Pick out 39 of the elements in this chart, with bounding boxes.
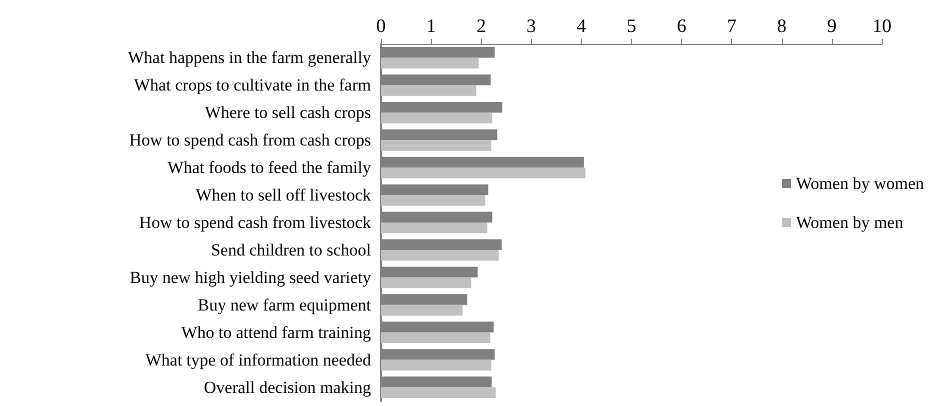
bar [381, 140, 492, 151]
y-tick-label: Send children to school [210, 240, 372, 260]
y-tick-label: When to sell off livestock [196, 186, 372, 205]
x-tick-label: 5 [626, 16, 636, 37]
bar [381, 222, 488, 234]
bar [381, 304, 463, 316]
bar [381, 195, 486, 206]
y-tick-label: How to spend cash from cash crops [129, 130, 371, 150]
legend-label: Women by women [796, 174, 924, 193]
bar [381, 332, 490, 344]
bar [381, 112, 492, 124]
y-tick-label: What type of information needed [145, 350, 372, 370]
bar [381, 387, 496, 398]
x-tick-label: 9 [827, 16, 837, 37]
y-tick-label: Where to sell cash crops [204, 103, 371, 122]
bar [381, 360, 492, 371]
y-tick-label: How to spend cash from livestock [139, 213, 372, 232]
x-tick-label: 7 [726, 16, 736, 37]
bar [381, 85, 476, 96]
y-tick-label: Who to attend farm training [181, 322, 372, 342]
x-tick-label: 0 [376, 16, 386, 37]
bar [381, 58, 479, 68]
legend-label: Women by men [796, 213, 904, 232]
x-tick-label: 1 [426, 16, 436, 37]
y-tick-label: Buy new high yielding seed variety [130, 268, 372, 287]
x-tick-label: 6 [676, 16, 686, 37]
y-tick-label: What crops to cultivate in the farm [134, 76, 371, 95]
bar [381, 250, 499, 261]
y-tick-label: Overall decision making [204, 378, 372, 397]
y-tick-label: What foods to feed the family [168, 158, 372, 178]
x-tick-label: 4 [576, 16, 587, 37]
x-tick-label: 8 [777, 16, 787, 37]
bar [381, 277, 472, 288]
y-tick-label: Buy new farm equipment [198, 295, 372, 314]
bar [381, 168, 586, 178]
x-tick-label: 2 [476, 16, 486, 37]
x-tick-label: 10 [872, 16, 892, 37]
x-tick-label: 3 [526, 16, 536, 37]
y-tick-label: What happens in the farm generally [128, 48, 372, 68]
